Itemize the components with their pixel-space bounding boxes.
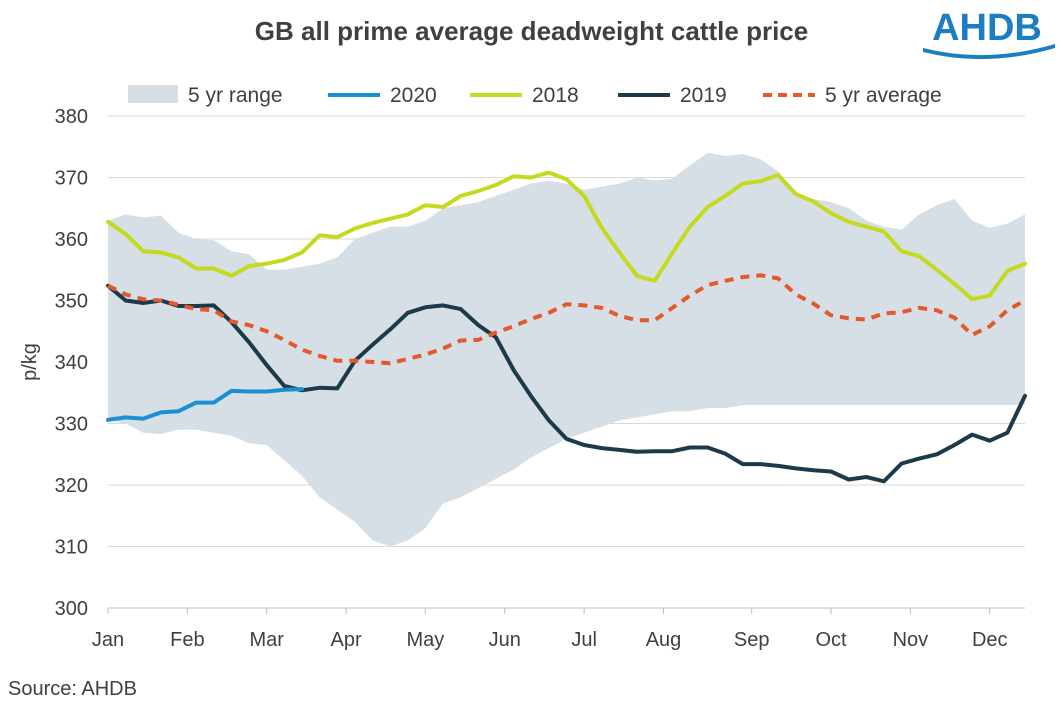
x-tick-label: Mar: [249, 629, 284, 651]
x-tick-label: Jun: [489, 629, 521, 651]
y-tick-label: 370: [55, 168, 88, 190]
axes: 300 310 320 330 340 350 360 370 380 Jan Feb Mar Apr M…: [55, 106, 1025, 651]
legend-label-s2019: 2019: [680, 84, 727, 107]
y-tick-label: 320: [55, 475, 88, 497]
series-s2020: [106, 387, 304, 422]
legend-label-s2018: 2018: [532, 84, 579, 107]
series-line-s2020: [106, 387, 304, 422]
x-tick-label: May: [407, 629, 445, 651]
y-tick-label: 380: [55, 106, 88, 128]
series-s2019: [106, 283, 1027, 484]
series-line-s2018: [106, 170, 1027, 302]
y-tick-label: 360: [55, 229, 88, 251]
x-tick-label: Jan: [92, 629, 124, 651]
x-tick-label: Feb: [170, 629, 204, 651]
logo-text: AHDB: [932, 7, 1042, 49]
series-line-s2019: [106, 283, 1027, 484]
x-tick-label: Nov: [893, 629, 929, 651]
x-tick-label: Sep: [734, 629, 770, 651]
x-tick-label: Aug: [646, 629, 682, 651]
series-layer: [106, 170, 1027, 484]
y-tick-label: 340: [55, 352, 88, 374]
legend-label-avg: 5 yr average: [825, 84, 942, 107]
source-note: Source: AHDB: [8, 678, 137, 700]
chart-legend: 5 yr range 2020 2018 2019 5 yr average: [128, 84, 942, 107]
y-tick-label: 310: [55, 537, 88, 559]
y-tick-label: 330: [55, 414, 88, 436]
legend-label-range: 5 yr range: [188, 84, 283, 107]
x-tick-label: Dec: [972, 629, 1008, 651]
y-tick-label: 300: [55, 598, 88, 620]
legend-swatch-range: [128, 85, 178, 103]
series-avg: [107, 273, 1026, 366]
series-line-avg: [107, 273, 1026, 366]
legend-label-s2020: 2020: [390, 84, 437, 107]
range-band-5yr: [108, 152, 1025, 547]
chart-title: GB all prime average deadweight cattle p…: [254, 16, 809, 46]
x-tick-label: Oct: [815, 629, 847, 651]
x-tick-label: Apr: [331, 629, 362, 651]
range-band-layer: [108, 152, 1025, 547]
y-tick-label: 350: [55, 291, 88, 313]
x-tick-label: Jul: [571, 629, 597, 651]
series-s2018: [106, 170, 1027, 302]
y-axis-title: p/kg: [19, 343, 41, 381]
logo-swoosh: [923, 44, 1055, 60]
ahdb-logo: AHDB: [923, 7, 1055, 60]
